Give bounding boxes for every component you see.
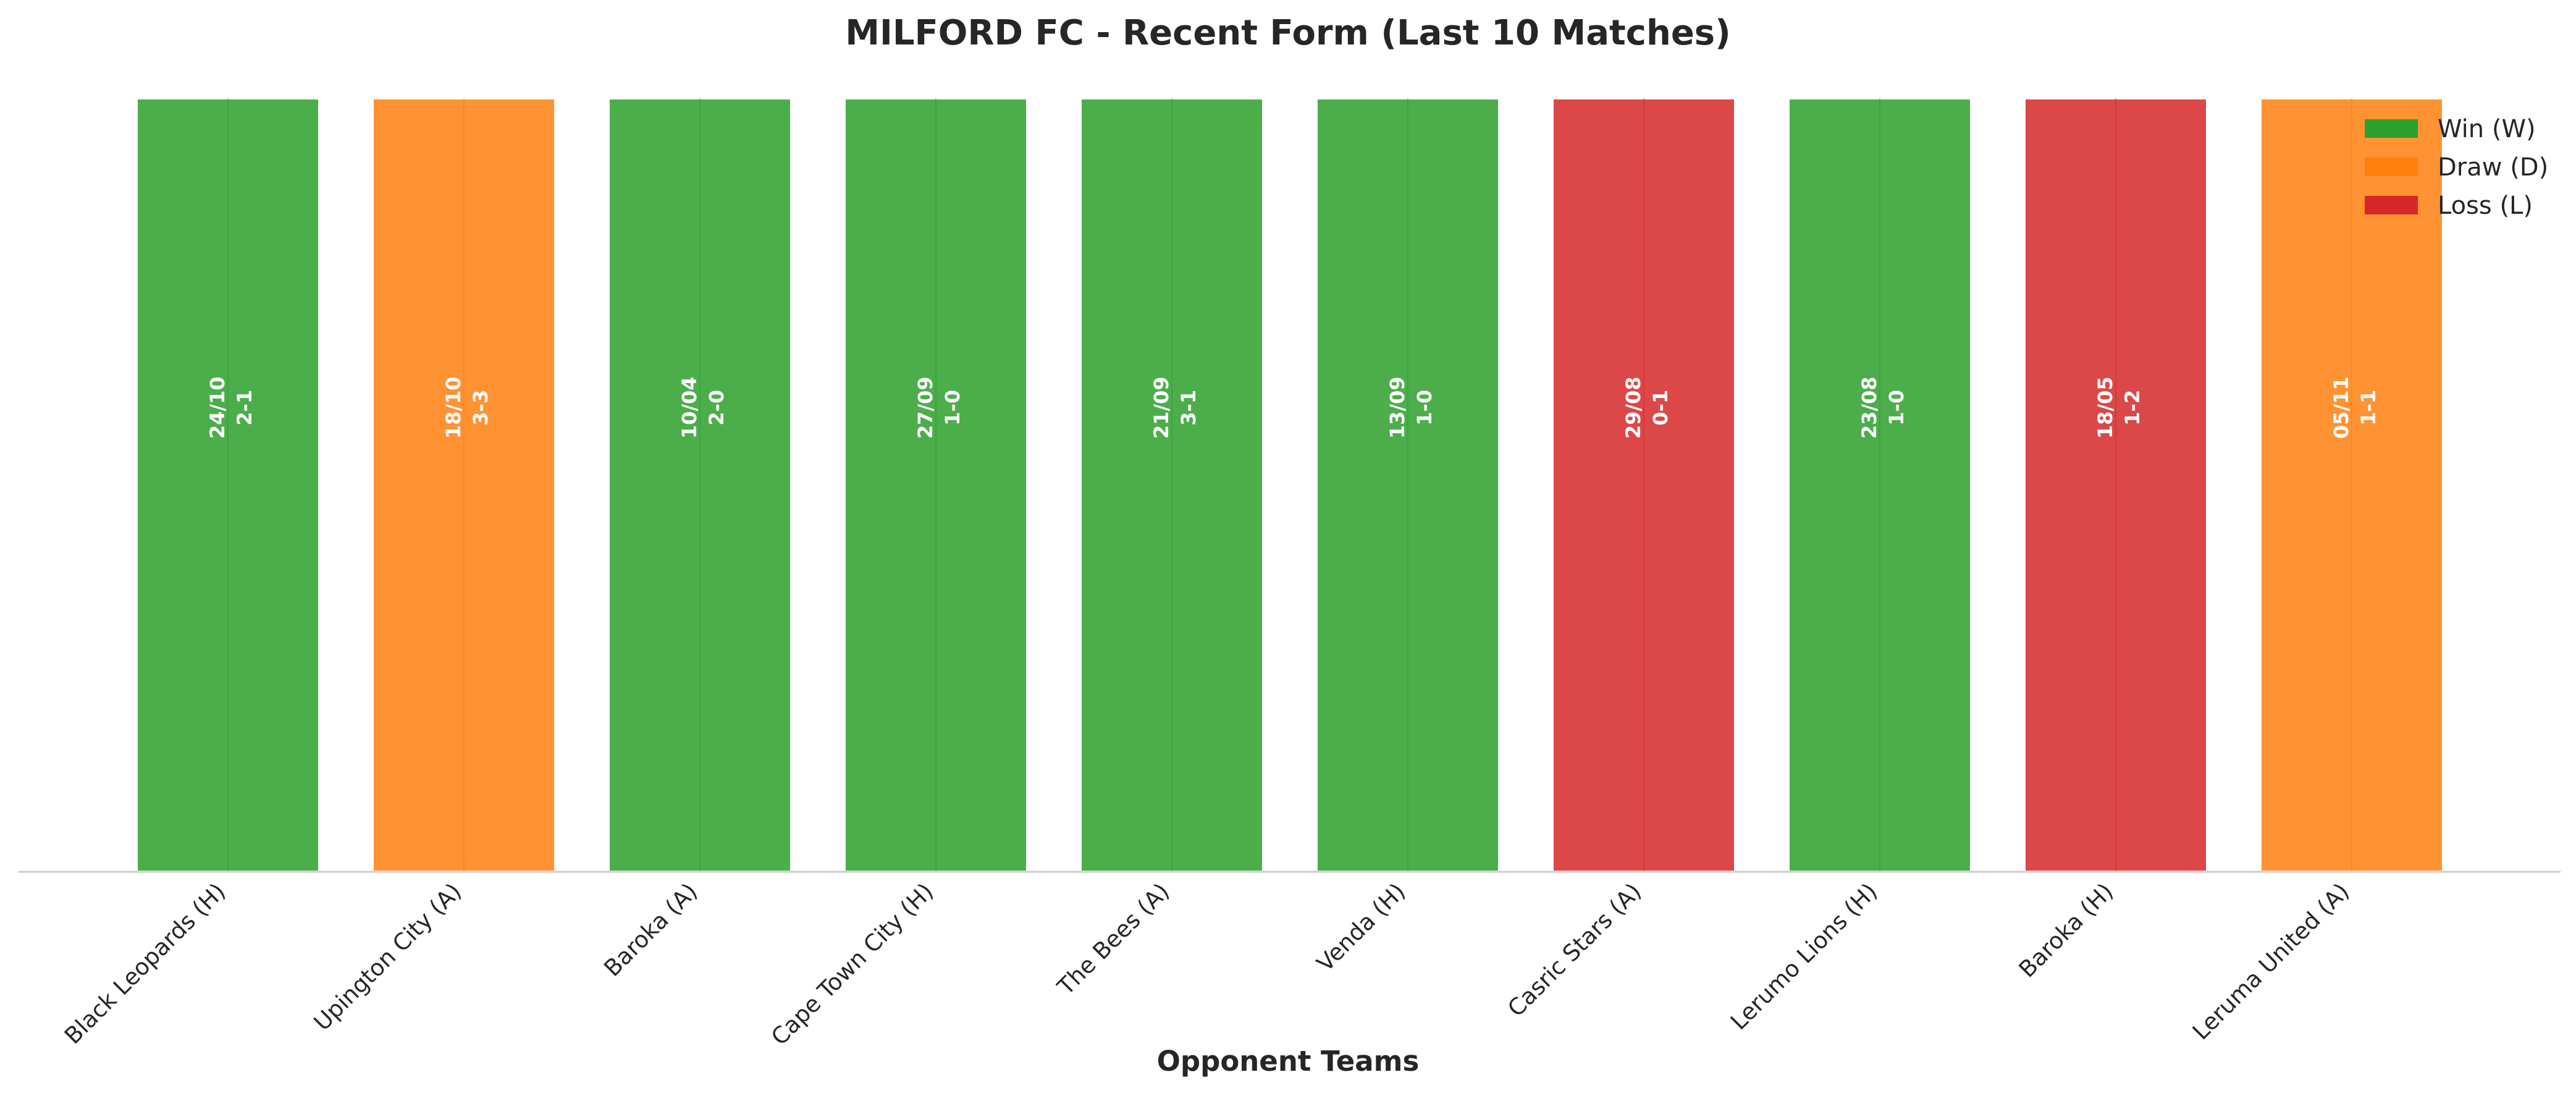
legend: Win (W) Draw (D) Loss (L): [2365, 115, 2548, 220]
bars-layer: 24/10 2-1 18/10 3-3 10/04 2-0 27/09 1-0 21/09 3-1…: [135, 97, 2444, 873]
x-tick-label: Venda (H): [1311, 878, 1410, 977]
x-tick-label: Cape Town City (H): [766, 878, 938, 1050]
bar-data-label: 29/08 0-1: [1622, 376, 1672, 439]
legend-label: Loss (L): [2438, 192, 2533, 220]
x-tick-label: Baroka (A): [599, 878, 702, 982]
bar-data-label: 24/10 2-1: [206, 376, 256, 439]
x-tick-label: Baroka (H): [2014, 878, 2119, 983]
bar-data-label: 13/09 1-0: [1386, 376, 1436, 439]
x-axis-label: Opponent Teams: [1157, 1045, 1420, 1078]
x-tick-label: Black Leopards (H): [59, 878, 230, 1049]
x-tick-labels: Black Leopards (H) Upington City (A) Barok…: [59, 878, 2354, 1050]
x-tick-label: Leruma United (A): [2187, 878, 2354, 1045]
x-tick-label: Upington City (A): [309, 878, 467, 1036]
chart-title: MILFORD FC - Recent Form (Last 10 Matche…: [845, 13, 1730, 53]
legend-swatch: [2365, 158, 2418, 176]
bar-data-label: 10/04 2-0: [678, 376, 728, 439]
x-tick-label: The Bees (A): [1052, 878, 1174, 1000]
legend-swatch: [2365, 119, 2418, 138]
x-tick-label: Casric Stars (A): [1502, 878, 1646, 1022]
legend-label: Win (W): [2438, 115, 2536, 143]
bar-data-label: 05/11 1-1: [2330, 376, 2380, 439]
legend-label: Draw (D): [2438, 153, 2548, 182]
bar-data-label: 18/10 3-3: [442, 376, 492, 439]
bar-data-label: 21/09 3-1: [1150, 376, 1200, 439]
bar-data-label: 23/08 1-0: [1858, 376, 1908, 439]
bar-data-label: 18/05 1-2: [2094, 376, 2144, 439]
legend-swatch: [2365, 196, 2418, 214]
bar-data-label: 27/09 1-0: [914, 376, 964, 439]
x-tick-label: Lerumo Lions (H): [1725, 878, 1882, 1035]
